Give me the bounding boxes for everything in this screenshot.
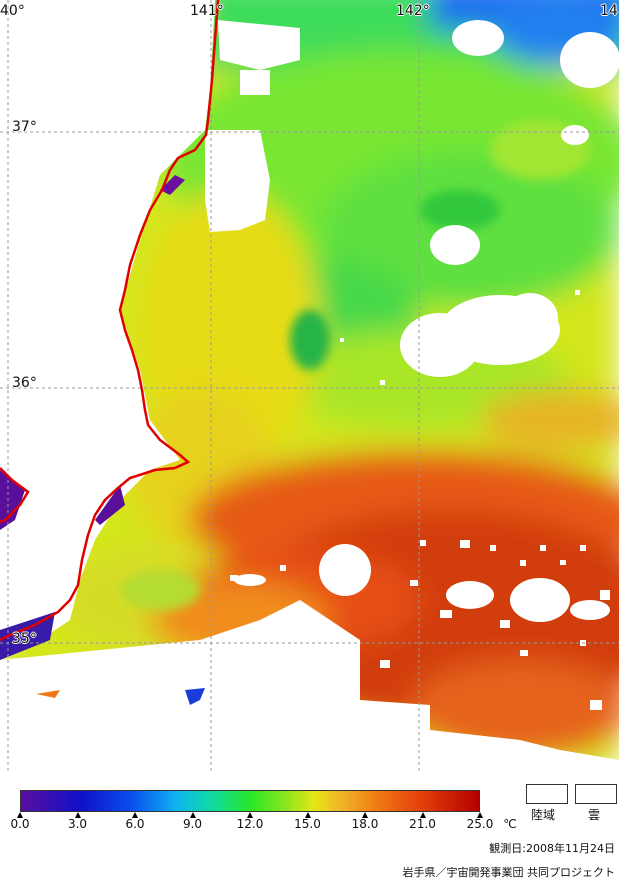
colorbar-tick-label: 3.0: [67, 817, 88, 831]
lat-label-35: 35°: [12, 631, 37, 647]
graticule: [0, 0, 619, 772]
colorbar-tick-label: 0.0: [10, 817, 30, 831]
cloud-legend-swatch: [575, 784, 617, 804]
coastline-west: [0, 467, 30, 524]
lon-label-143: 14: [600, 3, 618, 19]
cloud-legend-label: 雲: [588, 808, 601, 822]
colorbar-tick-label: 21.0: [409, 817, 436, 831]
colorbar-tick-label: 12.0: [236, 817, 264, 831]
land-legend-label: 陸域: [531, 808, 556, 822]
colorbar-tick: [74, 812, 81, 818]
colorbar-tick: [132, 812, 138, 818]
colorbar-tick-label: 6.0: [125, 817, 145, 831]
lon-label-140: 40°: [0, 3, 25, 19]
colorbar-tick: [419, 812, 426, 818]
lon-label-141: 141°: [190, 3, 224, 19]
credit-text: 岩手県／宇宙開発事業団 共同プロジェクト: [402, 866, 616, 879]
colorbar-tick: [17, 812, 23, 818]
lon-label-142: 142°: [396, 3, 430, 19]
colorbar-tick: [304, 812, 311, 818]
colorbar-tick: [362, 812, 368, 818]
lat-label-37: 37°: [12, 119, 37, 135]
temperature-colorbar: [20, 790, 480, 812]
colorbar-tick-label: 25.0: [466, 817, 494, 831]
colorbar-tick: [247, 812, 253, 818]
observation-date: 観測日:2008年11月24日: [489, 842, 615, 855]
colorbar-tick-label: 15.0: [294, 817, 321, 831]
cloud-areas: [0, 0, 619, 772]
colorbar-tick: [189, 812, 196, 818]
colorbar-tick-label: 9.0: [182, 817, 203, 831]
lat-label-36: 36°: [12, 375, 37, 391]
coastline: [0, 0, 220, 642]
sea-surface-temperature-map: [0, 0, 619, 772]
colorbar-tick-label: 18.0: [351, 817, 379, 831]
land-legend-swatch: [526, 784, 568, 804]
colorbar-unit: ℃: [503, 817, 517, 831]
cloud-speckles: [230, 290, 610, 710]
colorbar-tick: [477, 812, 483, 818]
